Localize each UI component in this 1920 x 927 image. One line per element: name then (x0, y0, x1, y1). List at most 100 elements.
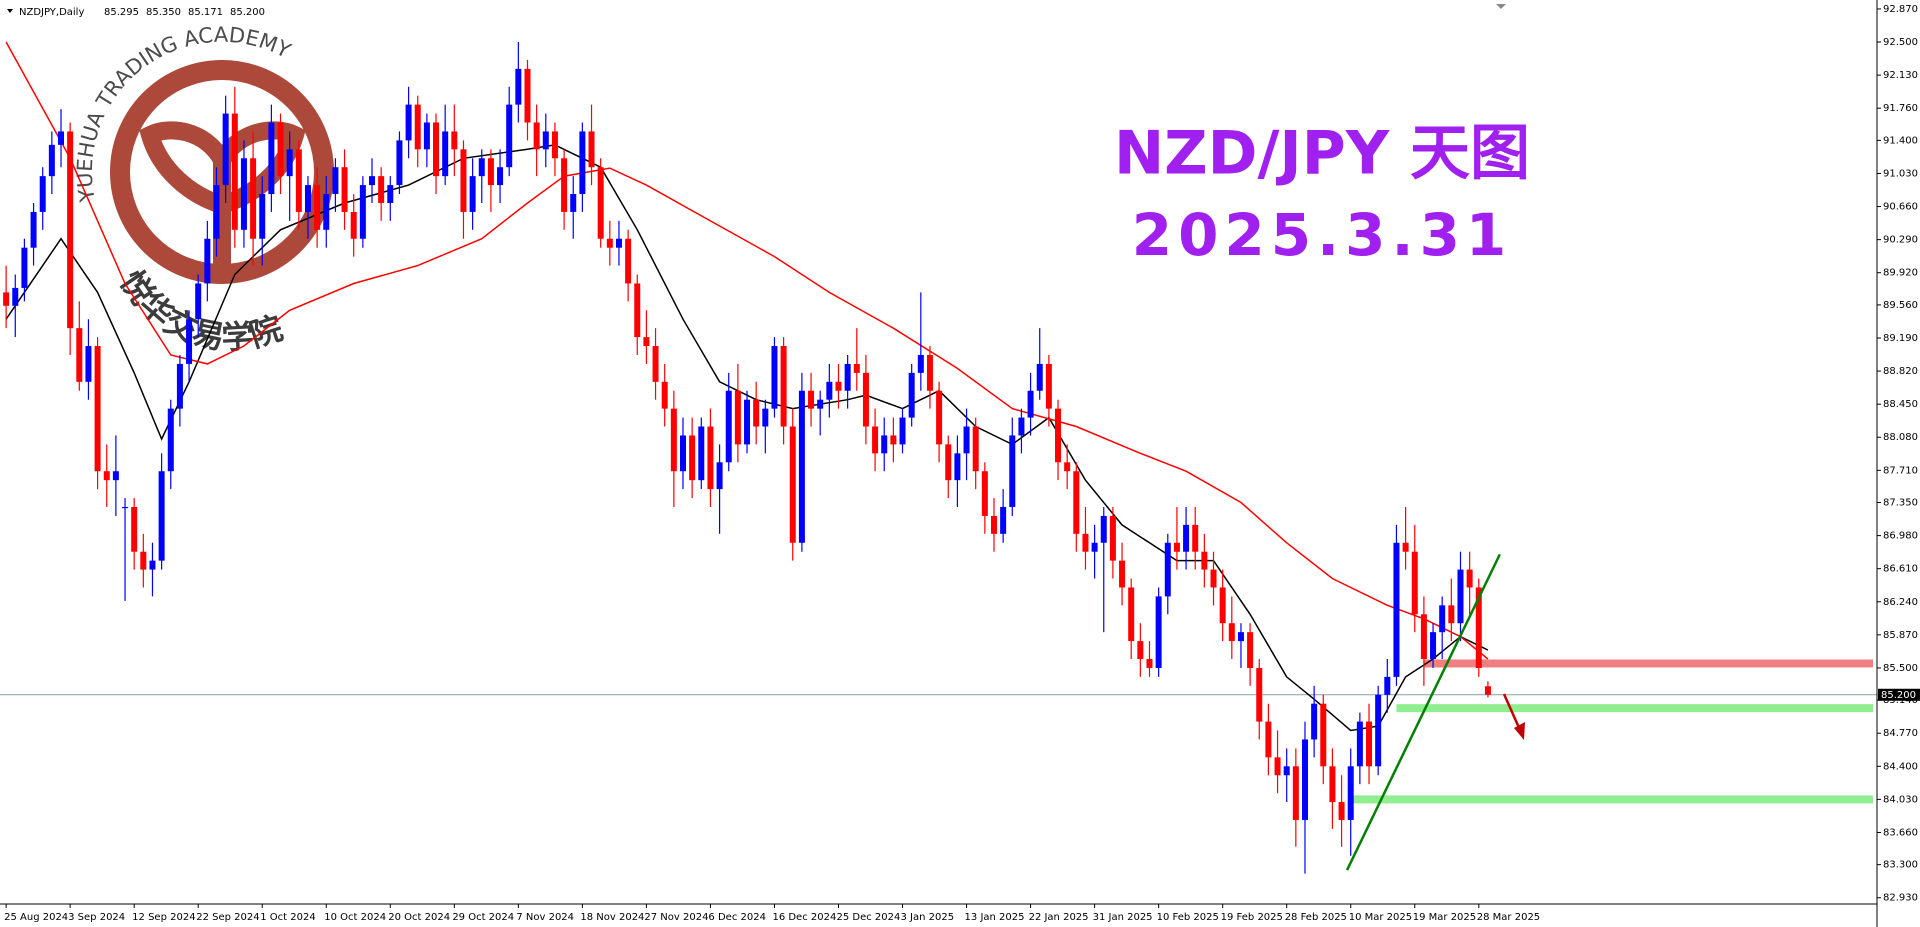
candle-body (597, 167, 604, 239)
candle-body (460, 149, 467, 212)
candle-body (359, 185, 366, 239)
y-tick-label: 91.030 (1883, 168, 1918, 179)
price-zone (1396, 704, 1873, 713)
candle-body (259, 194, 266, 239)
candle-body (1018, 417, 1025, 436)
candle-body (990, 515, 997, 534)
candle-body (158, 471, 165, 561)
candle-body (213, 185, 220, 239)
y-tick-label: 88.450 (1883, 399, 1918, 410)
y-tick-label: 89.560 (1883, 300, 1918, 311)
candle-body (1219, 587, 1226, 624)
candle-body (771, 346, 778, 409)
candle-body (85, 346, 92, 382)
x-tick-label: 19 Mar 2025 (1413, 912, 1476, 923)
candle-body (1402, 542, 1409, 552)
x-tick-label: 25 Aug 2024 (4, 912, 68, 923)
candle-body (936, 390, 943, 445)
candle-body (1311, 703, 1318, 740)
y-tick-label: 90.290 (1883, 235, 1918, 246)
moving-average (5, 41, 1489, 660)
x-tick-label: 28 Mar 2025 (1477, 912, 1540, 923)
x-tick-label: 6 Dec 2024 (708, 912, 766, 923)
arrow-head (1514, 722, 1525, 740)
candle-body (268, 122, 275, 195)
title: NZD/JPY 天图 (1114, 119, 1530, 189)
candle-body (1183, 524, 1190, 552)
candle-body (1100, 515, 1107, 543)
x-tick-label: 1 Oct 2024 (260, 912, 315, 923)
price-zone (1350, 795, 1873, 804)
candle-body (1137, 641, 1144, 659)
y-tick-label: 85.500 (1883, 663, 1918, 674)
candle-body (1265, 721, 1272, 758)
candle-body (103, 471, 110, 481)
candle-body (3, 292, 10, 306)
candle-body (1356, 721, 1363, 767)
candle-body (112, 471, 119, 481)
candle-body (304, 185, 311, 212)
candle-body (972, 426, 979, 472)
candle-body (744, 399, 751, 445)
y-tick-label: 89.920 (1883, 268, 1918, 279)
candle-body (1027, 390, 1034, 418)
candle-body (369, 176, 375, 186)
candle-body (1210, 569, 1217, 588)
candle-body (634, 283, 641, 338)
candle-body (1045, 363, 1052, 409)
candle-body (1055, 408, 1062, 463)
y-tick-label: 87.710 (1883, 465, 1918, 476)
x-tick-label: 22 Sep 2024 (196, 912, 259, 923)
candle-body (844, 363, 851, 391)
candle-body (433, 122, 440, 177)
candle-body (753, 399, 760, 427)
candle-body (881, 435, 888, 454)
header-value: 85.200 (230, 7, 265, 18)
x-tick-label: 27 Nov 2024 (644, 912, 708, 923)
candle-body (1283, 766, 1290, 776)
y-tick-label: 92.500 (1883, 37, 1918, 48)
candle-body (734, 390, 741, 445)
candle-body (1228, 623, 1235, 642)
y-tick-label: 85.870 (1883, 630, 1918, 641)
candle-body (240, 158, 247, 230)
candle-body (542, 131, 549, 150)
candle-body (1320, 703, 1327, 767)
candle-body (149, 560, 156, 570)
candle-body (1201, 551, 1208, 570)
candle-body (707, 426, 714, 490)
candle-body (1073, 471, 1080, 534)
candle-body (1384, 676, 1391, 695)
candle-body (250, 158, 257, 239)
candle-body (698, 426, 705, 481)
arrow-shaft (1502, 693, 1522, 731)
y-tick-label: 89.190 (1883, 333, 1918, 344)
x-tick-label: 20 Oct 2024 (388, 912, 450, 923)
candle-body (963, 426, 970, 454)
x-tick-label: 22 Jan 2025 (1029, 912, 1089, 923)
candle-body (1164, 542, 1171, 597)
candle-body (131, 506, 138, 552)
candle-body (908, 372, 915, 418)
candle-body (1393, 542, 1400, 677)
candle-body (1173, 542, 1180, 552)
y-tick-label: 92.130 (1883, 70, 1918, 81)
candle-body (826, 381, 833, 400)
candle-body (661, 381, 668, 409)
candle-body (167, 408, 174, 472)
candle-body (1430, 632, 1437, 659)
candle-body (286, 149, 293, 177)
y-tick-label: 91.400 (1883, 135, 1918, 146)
candle-body (1301, 739, 1308, 820)
candle-body (387, 185, 394, 203)
candle-body (689, 435, 696, 481)
candle-body (917, 354, 924, 373)
candle-body (1439, 605, 1446, 633)
candle-body (231, 113, 238, 230)
candle-body (478, 158, 485, 177)
x-tick-label: 7 Nov 2024 (516, 912, 574, 923)
candle-body (615, 238, 622, 248)
y-tick-label: 92.870 (1883, 4, 1918, 15)
x-tick-label: 31 Jan 2025 (1093, 912, 1153, 923)
candle-body (1009, 435, 1016, 507)
